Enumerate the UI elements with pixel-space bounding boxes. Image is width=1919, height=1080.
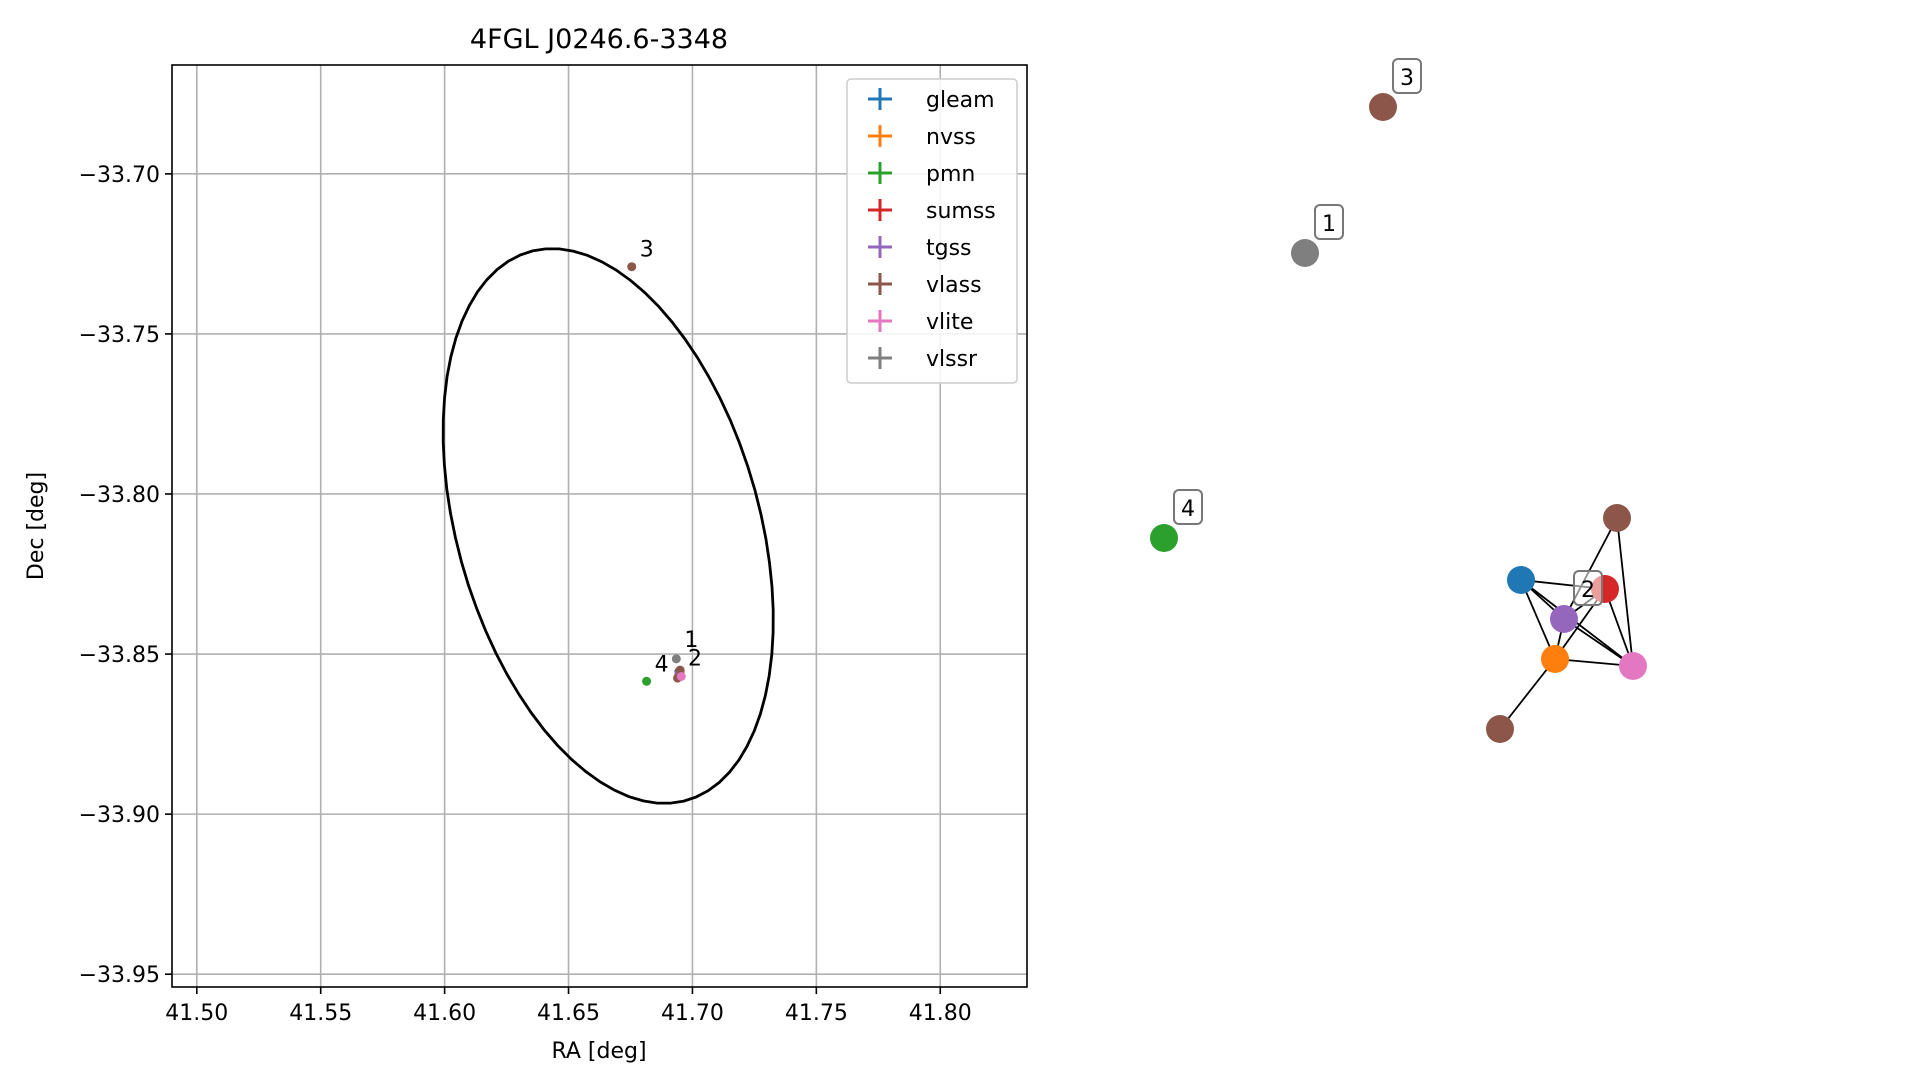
- annotation-label: 3: [640, 238, 654, 263]
- x-tick-label: 41.70: [661, 1001, 724, 1026]
- y-tick-label: −33.85: [79, 643, 160, 668]
- legend-label: tgss: [926, 236, 972, 261]
- network-edge: [1520, 579, 1556, 660]
- network-node: [1603, 504, 1631, 532]
- network-label-box: [1392, 58, 1422, 94]
- network-edge: [1616, 517, 1634, 667]
- legend: gleam nvss pmn sumss tgss vlass vlite vlssr: [846, 78, 1018, 384]
- legend-label: sumss: [926, 199, 996, 224]
- network-edge: [1499, 658, 1556, 730]
- network-label: 1: [1322, 212, 1336, 237]
- x-tick-label: 41.50: [165, 1001, 228, 1026]
- network-label: 3: [1400, 66, 1414, 91]
- legend-label: nvss: [926, 125, 976, 150]
- point-pmn: [642, 676, 652, 686]
- network-node: [1486, 715, 1514, 743]
- network-node: [1369, 93, 1397, 121]
- chart-title: 4FGL J0246.6-3348: [470, 24, 728, 55]
- plot-grid: [172, 65, 1027, 987]
- annotation-label: 4: [655, 652, 669, 677]
- legend-label: vlass: [926, 273, 982, 298]
- legend-label: gleam: [926, 88, 995, 113]
- source-annotations: 12 3 4: [640, 238, 702, 678]
- network-node: [1150, 524, 1178, 552]
- ellipse-outline: [441, 247, 775, 805]
- y-axis-label: Dec [deg]: [24, 472, 49, 580]
- x-tick-label: 41.60: [413, 1001, 476, 1026]
- annotation-label: 1: [684, 628, 698, 653]
- network-node: [1291, 239, 1319, 267]
- x-tick-label: 41.55: [289, 1001, 352, 1026]
- annotation-label: 2: [688, 647, 702, 672]
- x-tick-label: 41.65: [537, 1001, 600, 1026]
- point-vlite: [676, 671, 686, 681]
- network-label: 2: [1581, 578, 1595, 603]
- x-tick-label: 41.80: [909, 1001, 972, 1026]
- network-node: [1619, 652, 1647, 680]
- legend-frame: [846, 78, 1018, 384]
- y-tick-label: −33.95: [79, 963, 160, 988]
- legend-label: vlssr: [926, 347, 978, 372]
- legend-label: pmn: [926, 162, 975, 187]
- network-label: 4: [1181, 497, 1195, 522]
- axes-frame: [171, 64, 1028, 988]
- source-markers: [627, 262, 686, 686]
- network-graph: 3 1 4 2: [1150, 58, 1647, 743]
- x-axis-label: RA [deg]: [551, 1039, 646, 1064]
- y-tick-label: −33.70: [79, 163, 160, 188]
- network-label-box: [1314, 204, 1344, 240]
- uncertainty-ellipse: [441, 247, 775, 805]
- point-vlass: [627, 262, 637, 272]
- x-tick-label: 41.75: [785, 1001, 848, 1026]
- axis-ticks: 41.50 41.55 41.60 41.65 41.70 41.75 41.80 −33.7…: [79, 163, 972, 1026]
- y-tick-label: −33.75: [79, 323, 160, 348]
- point-vlssr: [671, 654, 681, 664]
- network-label-box: [1173, 489, 1203, 525]
- y-tick-label: −33.90: [79, 803, 160, 828]
- network-node: [1541, 645, 1569, 673]
- network-node: [1550, 605, 1578, 633]
- network-node: [1507, 566, 1535, 594]
- legend-label: vlite: [926, 310, 973, 335]
- network-label-box: [1573, 570, 1603, 606]
- y-tick-label: −33.80: [79, 483, 160, 508]
- network-edge: [1563, 517, 1618, 620]
